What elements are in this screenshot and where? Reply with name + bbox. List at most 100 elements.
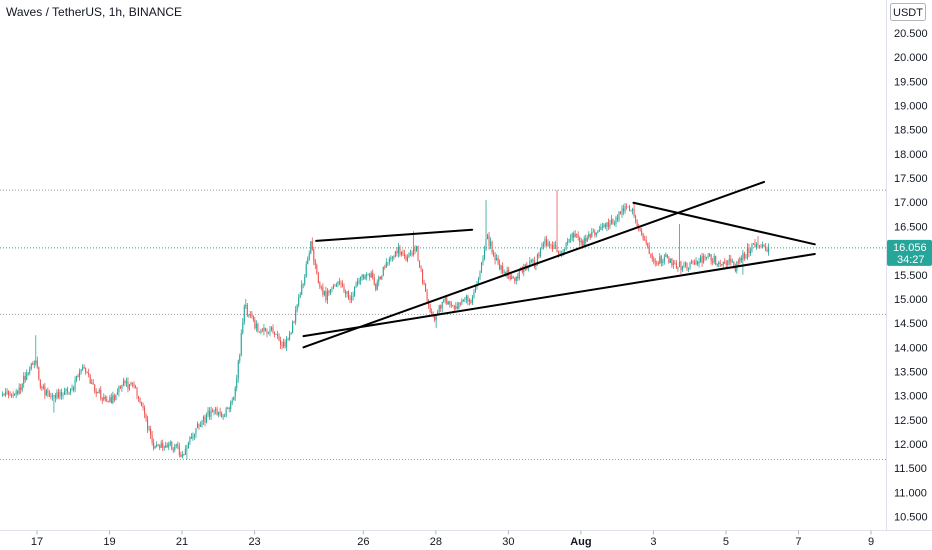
candle bbox=[319, 281, 321, 290]
candle bbox=[559, 250, 561, 255]
time-axis[interactable]: 17 19 21 23 26 28 30 Aug 3 5 7 9 bbox=[31, 530, 874, 549]
candle bbox=[76, 375, 78, 383]
y-tick-label: 16.500 bbox=[894, 221, 928, 233]
candle-body bbox=[130, 382, 132, 385]
candle bbox=[730, 255, 732, 266]
candle bbox=[127, 377, 129, 393]
candle-body bbox=[14, 394, 16, 396]
candle bbox=[302, 283, 304, 289]
candle bbox=[619, 211, 622, 215]
candle bbox=[80, 368, 82, 375]
candle bbox=[565, 242, 567, 251]
candle bbox=[121, 384, 123, 392]
candle bbox=[743, 251, 745, 261]
candle-body bbox=[183, 454, 185, 456]
candle bbox=[669, 258, 671, 263]
candle bbox=[189, 436, 191, 445]
candle-body bbox=[609, 223, 611, 227]
candle bbox=[409, 249, 412, 257]
candle-body bbox=[168, 444, 170, 448]
candle-body bbox=[749, 250, 751, 254]
candle-body bbox=[57, 392, 59, 398]
candle bbox=[443, 298, 445, 303]
candle-body bbox=[98, 389, 100, 393]
candle-body bbox=[296, 304, 298, 311]
candle bbox=[449, 300, 451, 308]
candle bbox=[172, 447, 174, 454]
candle-body bbox=[107, 401, 109, 403]
candle-body bbox=[181, 454, 183, 457]
candle-body bbox=[375, 284, 377, 290]
candle bbox=[604, 223, 606, 229]
candle-body bbox=[343, 286, 345, 293]
candle-body bbox=[704, 256, 706, 258]
candle bbox=[420, 265, 422, 273]
candle bbox=[186, 444, 188, 460]
candle-body bbox=[440, 305, 442, 309]
candle-body bbox=[467, 296, 469, 302]
candle-body bbox=[483, 249, 486, 258]
candle-body bbox=[314, 261, 316, 266]
candle bbox=[523, 263, 525, 277]
candle bbox=[532, 258, 534, 264]
y-tick-label: 20.500 bbox=[894, 28, 928, 40]
candle bbox=[645, 236, 647, 246]
candle-body bbox=[351, 296, 353, 300]
candle-body bbox=[243, 306, 245, 323]
candle bbox=[201, 419, 203, 428]
candle-body bbox=[361, 274, 363, 277]
candle-body bbox=[600, 227, 602, 230]
candle bbox=[33, 360, 35, 369]
candle-body bbox=[388, 258, 390, 263]
candle-body bbox=[53, 394, 55, 396]
trendline[interactable] bbox=[632, 201, 816, 246]
candle bbox=[576, 233, 578, 238]
candle-body bbox=[675, 263, 677, 269]
candle bbox=[113, 393, 115, 403]
candle-body bbox=[177, 444, 179, 447]
candle-body bbox=[121, 384, 123, 389]
trendline[interactable] bbox=[315, 228, 474, 242]
candle-body bbox=[15, 391, 17, 395]
currency-badge[interactable]: USDT bbox=[890, 3, 926, 21]
candle-body bbox=[145, 413, 147, 420]
candle-body bbox=[9, 395, 11, 396]
candle-body bbox=[551, 245, 554, 250]
candle bbox=[718, 261, 720, 268]
candle-body bbox=[245, 304, 247, 307]
candle-body bbox=[422, 269, 424, 283]
candle bbox=[128, 383, 130, 391]
candle-body bbox=[405, 255, 407, 261]
candle bbox=[539, 248, 541, 258]
candle-body bbox=[721, 264, 723, 266]
trendline[interactable] bbox=[302, 180, 766, 349]
candle-body bbox=[154, 446, 156, 449]
candle-body bbox=[559, 253, 561, 255]
candle-body bbox=[157, 444, 159, 446]
trendline[interactable] bbox=[302, 252, 816, 338]
candle bbox=[485, 199, 487, 251]
candle-body bbox=[352, 295, 354, 297]
candle-body bbox=[645, 240, 647, 244]
y-tick-label: 18.000 bbox=[894, 149, 928, 161]
candle-body bbox=[464, 299, 466, 301]
candle-body bbox=[334, 285, 336, 287]
candle-body bbox=[659, 256, 661, 264]
candle bbox=[680, 260, 682, 274]
candle-body bbox=[63, 391, 66, 396]
candle-body bbox=[35, 360, 37, 363]
candle bbox=[168, 441, 170, 451]
candle-body bbox=[251, 314, 253, 316]
candle-body bbox=[264, 327, 266, 332]
candle bbox=[551, 241, 554, 252]
chart-title: Waves / TetherUS, 1h, BINANCE bbox=[6, 5, 183, 19]
candle bbox=[639, 227, 641, 232]
candle bbox=[32, 361, 34, 366]
candle-body bbox=[239, 355, 241, 361]
candle bbox=[124, 379, 126, 387]
candle bbox=[459, 302, 461, 307]
price-axis[interactable]: 10.500 11.000 11.500 12.000 12.500 13.000 13.5… bbox=[894, 28, 928, 524]
candle bbox=[139, 397, 141, 404]
